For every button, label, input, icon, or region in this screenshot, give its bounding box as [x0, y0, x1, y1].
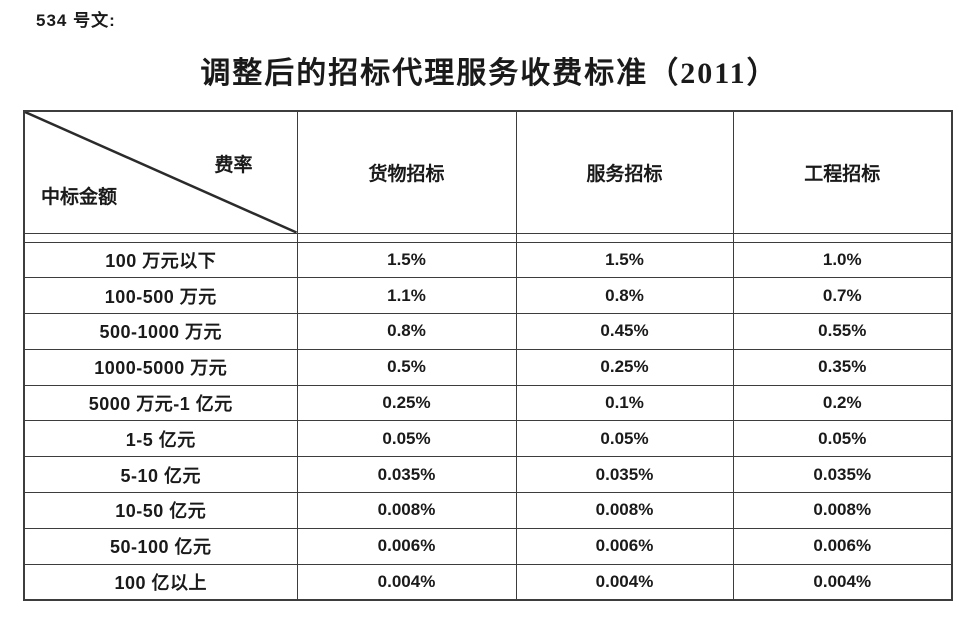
cell-value: 1.0% [732, 241, 953, 279]
table-row: 100 万元以下 1.5% 1.5% 1.0% [23, 241, 953, 279]
table-row: 1-5 亿元 0.05% 0.05% 0.05% [23, 420, 953, 458]
table-row: 100 亿以上 0.004% 0.004% 0.004% [23, 563, 953, 601]
corner-header-cell: 费率 中标金额 [23, 110, 298, 234]
cell-value: 1.5% [296, 241, 517, 279]
spacer-cell [296, 232, 517, 243]
cell-value: 0.8% [296, 313, 517, 350]
table-row: 5-10 亿元 0.035% 0.035% 0.035% [23, 456, 953, 494]
cell-value: 0.035% [296, 456, 517, 494]
table-row: 1000-5000 万元 0.5% 0.25% 0.35% [23, 348, 953, 386]
cell-value: 1.1% [296, 277, 517, 315]
table-row: 100-500 万元 1.1% 0.8% 0.7% [23, 277, 953, 315]
table-row: 50-100 亿元 0.006% 0.006% 0.006% [23, 527, 953, 565]
row-label: 5000 万元-1 亿元 [23, 384, 298, 422]
cell-value: 0.008% [515, 492, 734, 529]
page-title: 调整后的招标代理服务收费标准（2011） [200, 57, 779, 90]
table-row: 500-1000 万元 0.8% 0.45% 0.55% [23, 313, 953, 350]
cell-value: 0.45% [515, 313, 734, 350]
spacer-cell [23, 232, 298, 243]
row-label: 5-10 亿元 [23, 456, 298, 494]
row-label: 1000-5000 万元 [23, 348, 298, 386]
corner-label-amount: 中标金额 [41, 186, 118, 208]
cell-value: 0.035% [515, 456, 734, 494]
doc-ref: 534 号文: [36, 11, 116, 30]
cell-value: 0.05% [296, 420, 517, 458]
row-label: 100-500 万元 [23, 277, 298, 315]
cell-value: 0.2% [732, 384, 953, 422]
cell-value: 0.55% [732, 313, 953, 350]
cell-value: 1.5% [515, 241, 734, 279]
header-spacer-row [23, 232, 953, 243]
fee-standard-table: 费率 中标金额 货物招标 服务招标 工程招标 100 万元以下 1.5% 1.5… [23, 110, 953, 601]
cell-value: 0.25% [296, 384, 517, 422]
corner-label-rate: 费率 [214, 155, 253, 176]
cell-value: 0.35% [732, 348, 953, 386]
cell-value: 0.004% [515, 563, 734, 601]
cell-value: 0.1% [515, 384, 734, 422]
row-label: 100 亿以上 [23, 563, 298, 601]
cell-value: 0.006% [515, 527, 734, 565]
row-label: 100 万元以下 [23, 241, 298, 279]
cell-value: 0.035% [732, 456, 953, 494]
cell-value: 0.7% [732, 277, 953, 315]
table-row: 10-50 亿元 0.008% 0.008% 0.008% [23, 492, 953, 529]
cell-value: 0.05% [732, 420, 953, 458]
cell-value: 0.05% [515, 420, 734, 458]
row-label: 50-100 亿元 [23, 527, 298, 565]
cell-value: 0.008% [296, 492, 517, 529]
row-label: 10-50 亿元 [23, 492, 298, 529]
cell-value: 0.8% [515, 277, 734, 315]
diagonal-line-icon [25, 112, 297, 233]
cell-value: 0.006% [296, 527, 517, 565]
table-row: 5000 万元-1 亿元 0.25% 0.1% 0.2% [23, 384, 953, 422]
column-header-engineering: 工程招标 [732, 110, 953, 234]
cell-value: 0.006% [732, 527, 953, 565]
spacer-cell [515, 232, 734, 243]
cell-value: 0.008% [732, 492, 953, 529]
cell-value: 0.25% [515, 348, 734, 386]
column-header-goods: 货物招标 [296, 110, 517, 234]
row-label: 1-5 亿元 [23, 420, 298, 458]
table-header-row: 费率 中标金额 货物招标 服务招标 工程招标 [23, 110, 953, 234]
cell-value: 0.5% [296, 348, 517, 386]
cell-value: 0.004% [296, 563, 517, 601]
spacer-cell [732, 232, 953, 243]
column-header-services: 服务招标 [515, 110, 734, 234]
cell-value: 0.004% [732, 563, 953, 601]
row-label: 500-1000 万元 [23, 313, 298, 350]
